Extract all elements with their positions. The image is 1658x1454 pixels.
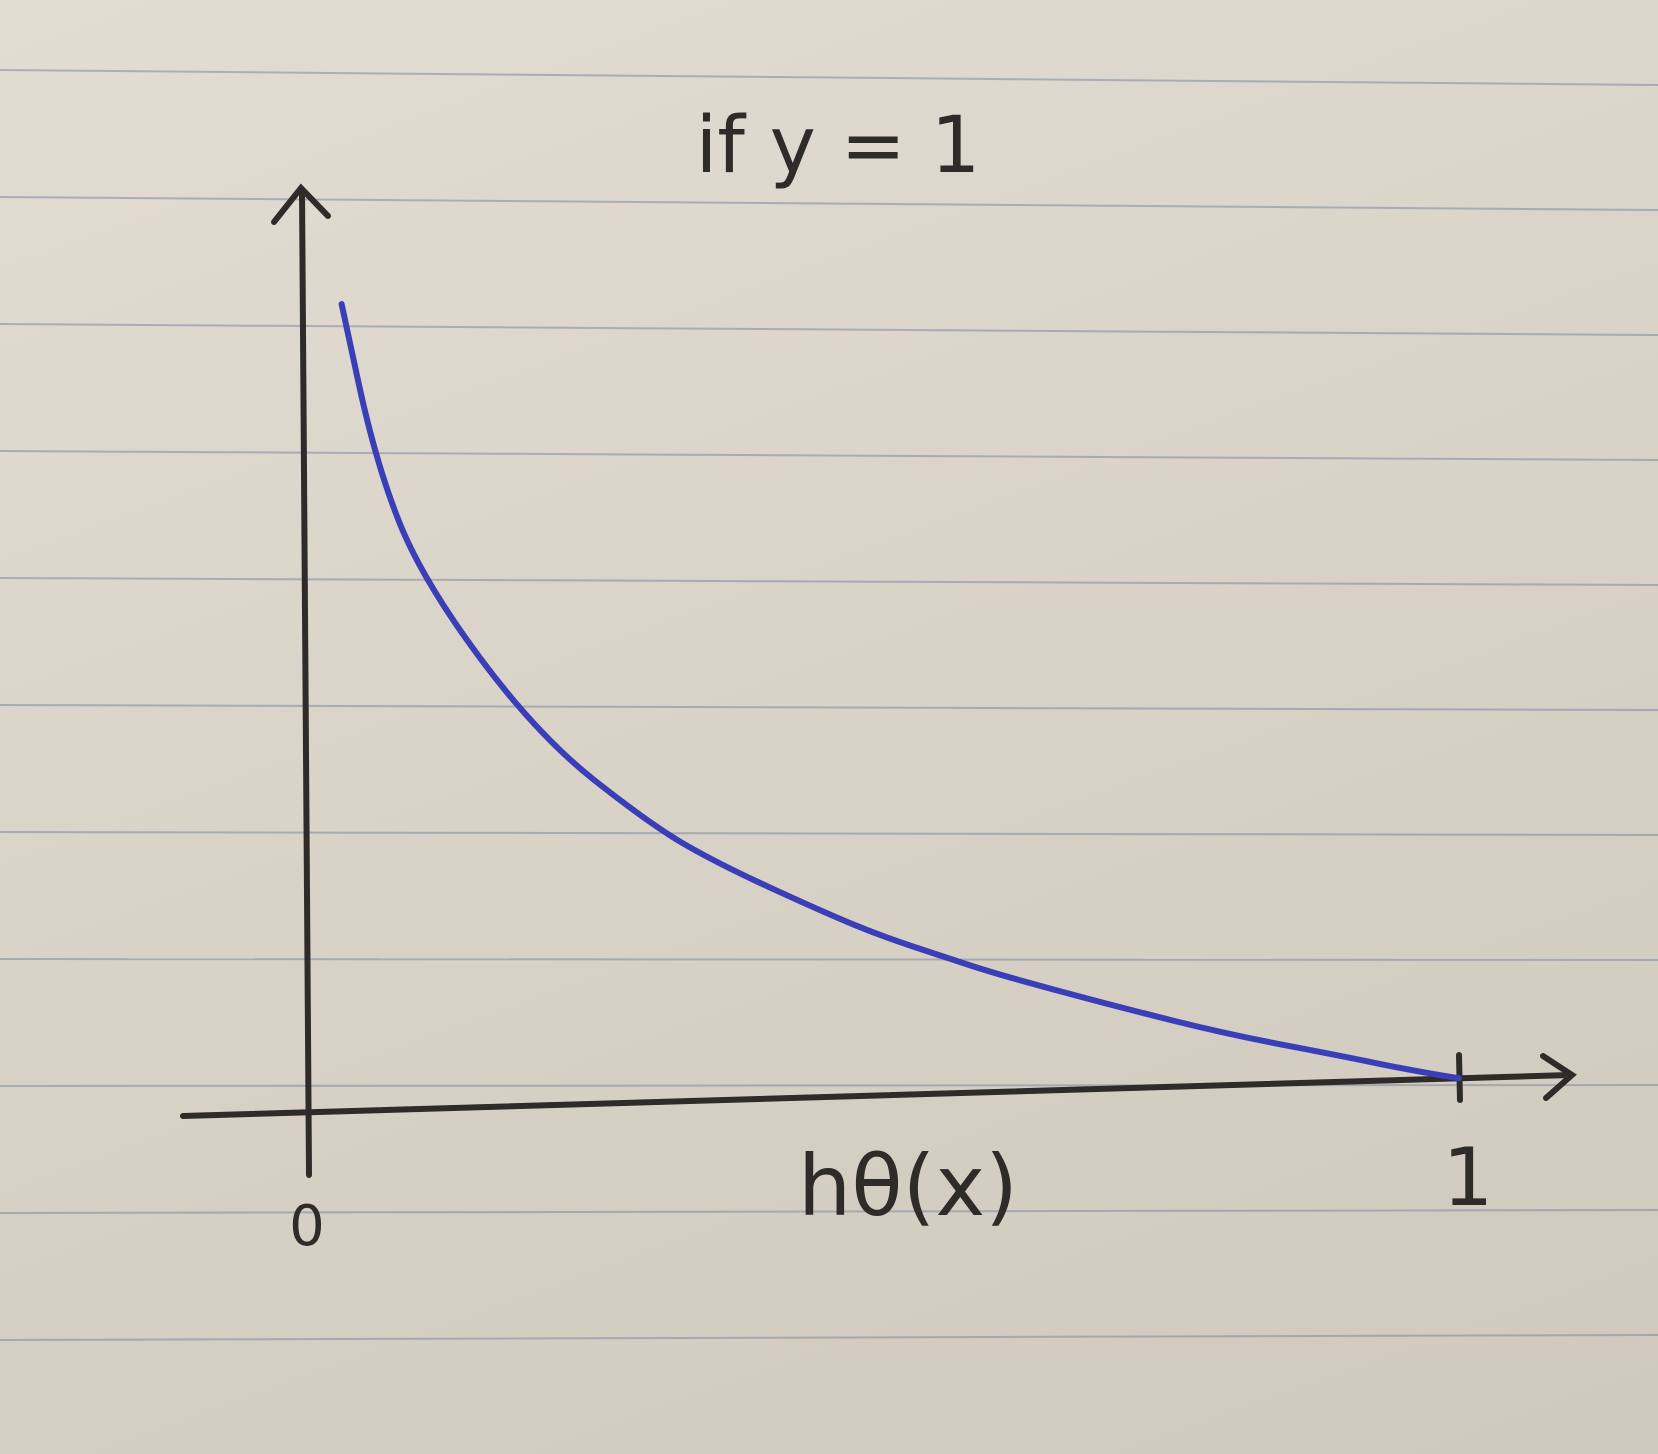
ruled-line (0, 958, 1658, 961)
ruled-line (0, 1084, 1658, 1087)
axes (180, 183, 1577, 1178)
series-line (338, 301, 1462, 1082)
ruled-line (0, 69, 1658, 86)
x-axis-arrowhead (1540, 1053, 1577, 1101)
ruled-line (0, 323, 1658, 336)
x-tick-label-0: 0 (289, 1194, 325, 1259)
ruled-lines (0, 69, 1658, 1341)
ruled-line (0, 450, 1658, 461)
x-axis-label: hθ(x) (798, 1137, 1018, 1235)
x-axis (180, 1072, 1573, 1119)
y-axis-arrowhead (271, 183, 331, 225)
y-axis (299, 187, 312, 1178)
ruled-line (0, 704, 1658, 711)
ruled-line (0, 1334, 1658, 1341)
ruled-line (0, 577, 1658, 586)
ruled-line (0, 196, 1658, 211)
x-tick-label-1: 1 (1443, 1131, 1494, 1224)
ruled-line (0, 831, 1658, 836)
ruled-line (0, 1209, 1658, 1214)
chart-title: if y = 1 (696, 101, 981, 191)
